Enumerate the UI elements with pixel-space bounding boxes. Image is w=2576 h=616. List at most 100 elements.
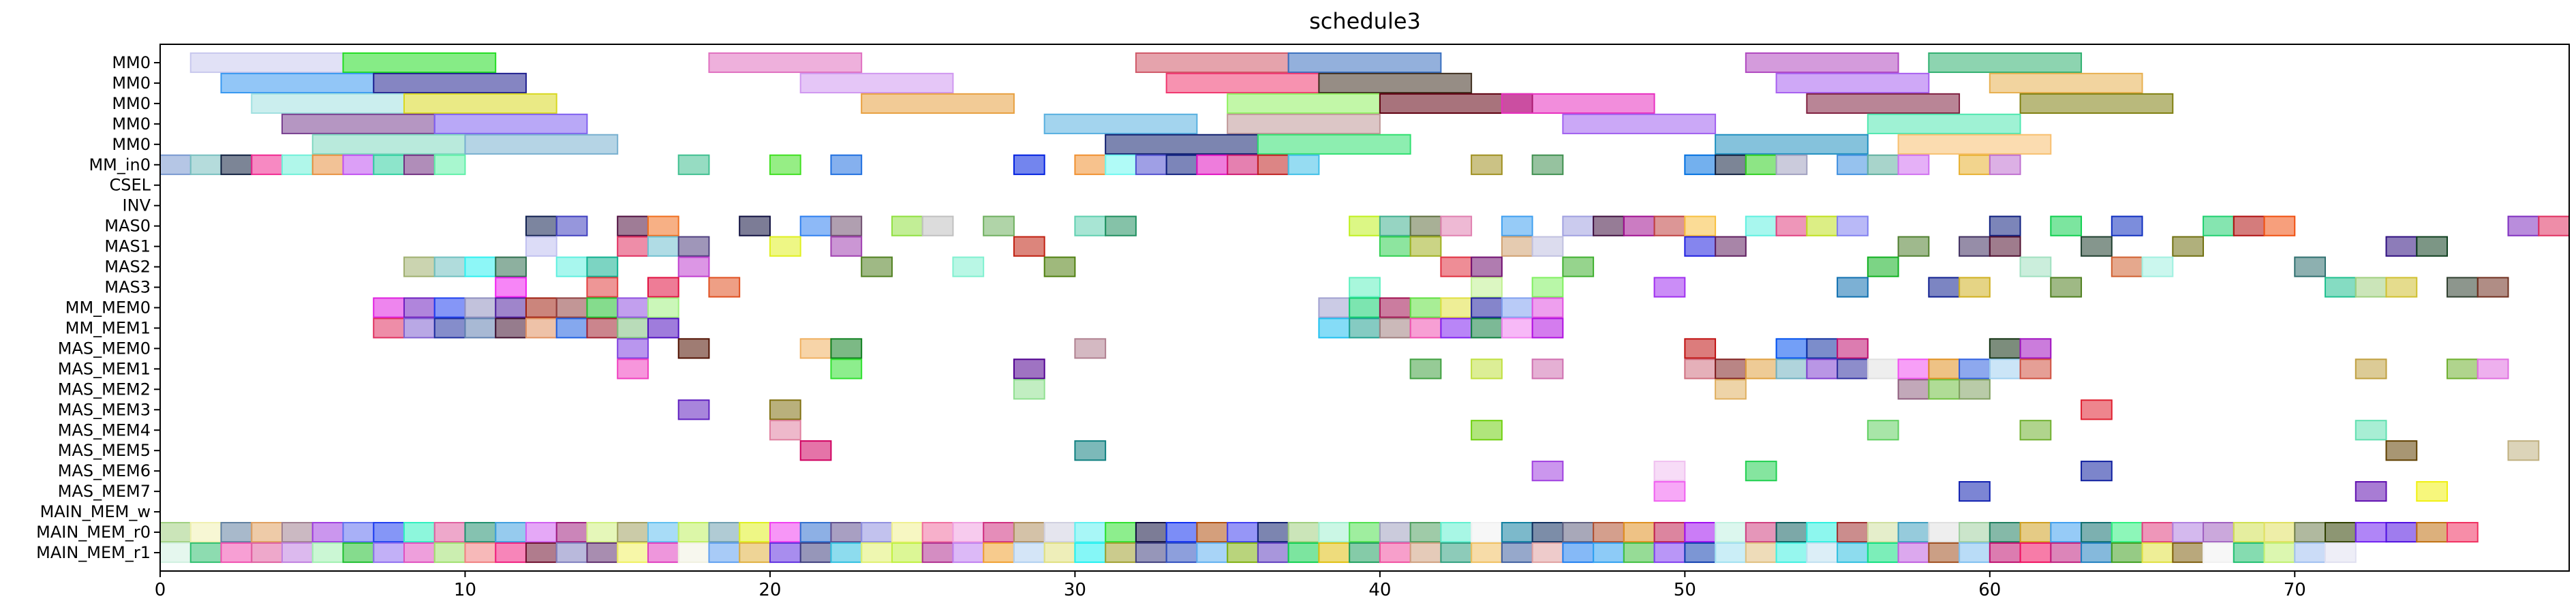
gantt-bar bbox=[1897, 154, 1930, 175]
gantt-bar bbox=[1074, 154, 1107, 175]
gantt-bar bbox=[1989, 236, 2021, 257]
gantt-bar bbox=[677, 542, 710, 564]
gantt-bar bbox=[2050, 277, 2083, 298]
gantt-bar bbox=[433, 542, 466, 564]
gantt-bar bbox=[1928, 277, 1961, 298]
gantt-bar bbox=[555, 542, 588, 564]
gantt-bar bbox=[1989, 542, 2021, 564]
gantt-bar bbox=[464, 542, 497, 564]
gantt-bar bbox=[281, 154, 313, 175]
gantt-bar bbox=[251, 154, 283, 175]
gantt-bar bbox=[1715, 236, 1747, 257]
gantt-bar bbox=[2019, 542, 2052, 564]
y-tick-label: MM0 bbox=[112, 53, 151, 72]
gantt-bar bbox=[1074, 521, 1107, 543]
gantt-bar bbox=[1745, 215, 1777, 236]
x-tick-label: 60 bbox=[1978, 580, 2001, 600]
y-tick-label: MAIN_MEM_r1 bbox=[36, 543, 151, 562]
gantt-bar bbox=[2081, 236, 2113, 257]
gantt-bar bbox=[1135, 52, 1289, 74]
gantt-bar bbox=[281, 113, 435, 134]
gantt-bar bbox=[1837, 215, 1869, 236]
gantt-bar bbox=[677, 256, 710, 277]
gantt-bar bbox=[1837, 277, 1869, 298]
gantt-bar bbox=[2081, 521, 2113, 543]
gantt-bar bbox=[1501, 542, 1533, 564]
gantt-bar bbox=[1928, 542, 1961, 564]
gantt-bar bbox=[2111, 256, 2143, 277]
gantt-bar bbox=[769, 236, 801, 257]
gantt-bar bbox=[220, 521, 253, 543]
gantt-bar bbox=[1684, 215, 1717, 236]
gantt-bar bbox=[1623, 215, 1655, 236]
y-tick-label: MAS3 bbox=[104, 278, 151, 297]
gantt-bar bbox=[617, 236, 649, 257]
bars-layer bbox=[159, 52, 2571, 564]
gantt-bar bbox=[373, 542, 405, 564]
y-tick-label: MM0 bbox=[112, 94, 151, 113]
gantt-bar bbox=[1531, 297, 1564, 318]
gantt-bar bbox=[2050, 215, 2083, 236]
gantt-bar bbox=[1775, 521, 1808, 543]
gantt-bar bbox=[525, 521, 557, 543]
gantt-bar bbox=[2050, 542, 2083, 564]
gantt-bar bbox=[830, 215, 863, 236]
gantt-bar bbox=[1653, 461, 1686, 482]
gantt-bar bbox=[647, 318, 679, 339]
gantt-bar bbox=[403, 297, 435, 318]
gantt-bar bbox=[1409, 236, 1442, 257]
gantt-bar bbox=[189, 52, 344, 74]
gantt-bar bbox=[311, 134, 466, 155]
gantt-bar bbox=[647, 542, 679, 564]
gantt-bar bbox=[921, 521, 954, 543]
gantt-bar bbox=[1471, 318, 1503, 339]
gantt-bar bbox=[1806, 521, 1839, 543]
y-tick-label: MAS_MEM1 bbox=[58, 359, 151, 378]
gantt-bar bbox=[1837, 521, 1869, 543]
gantt-bar bbox=[1867, 420, 1899, 441]
gantt-bar bbox=[1775, 72, 1930, 94]
gantt-bar bbox=[159, 521, 191, 543]
y-tick-label: INV bbox=[123, 196, 151, 215]
gantt-bar bbox=[189, 542, 222, 564]
gantt-bar bbox=[2263, 521, 2296, 543]
gantt-bar bbox=[2416, 481, 2449, 502]
gantt-bar bbox=[1867, 256, 1899, 277]
gantt-bar bbox=[495, 256, 527, 277]
y-tick-label: MAS_MEM2 bbox=[58, 380, 151, 399]
gantt-bar bbox=[861, 542, 893, 564]
gantt-bar bbox=[1409, 215, 1442, 236]
gantt-bar bbox=[799, 72, 954, 94]
gantt-bar bbox=[2538, 215, 2571, 236]
gantt-bar bbox=[2203, 542, 2235, 564]
gantt-bar bbox=[1043, 542, 1076, 564]
gantt-bar bbox=[2416, 521, 2449, 543]
gantt-bar bbox=[1379, 318, 1411, 339]
gantt-bar bbox=[1440, 318, 1473, 339]
x-tick-label: 10 bbox=[454, 580, 476, 600]
y-tick-label: MAS_MEM0 bbox=[58, 339, 151, 358]
gantt-bar bbox=[617, 297, 649, 318]
gantt-bar bbox=[830, 338, 863, 359]
gantt-bar bbox=[1531, 521, 1564, 543]
gantt-bar bbox=[1653, 481, 1686, 502]
gantt-bar bbox=[1501, 521, 1533, 543]
gantt-bar bbox=[1471, 297, 1503, 318]
gantt-bar bbox=[1287, 542, 1320, 564]
gantt-bar bbox=[1745, 154, 1777, 175]
gantt-bar bbox=[1897, 358, 1930, 380]
gantt-bar bbox=[220, 542, 253, 564]
gantt-bar bbox=[433, 318, 466, 339]
gantt-bar bbox=[2447, 277, 2479, 298]
gantt-bar bbox=[1135, 542, 1167, 564]
y-tick-label: MAS_MEM4 bbox=[58, 420, 151, 440]
gantt-bar bbox=[1623, 542, 1655, 564]
gantt-bar bbox=[1471, 277, 1503, 298]
gantt-bar bbox=[1196, 542, 1229, 564]
gantt-bar bbox=[1775, 358, 1808, 380]
gantt-bar bbox=[2172, 521, 2205, 543]
gantt-bar bbox=[1318, 72, 1473, 94]
gantt-bar bbox=[2355, 358, 2387, 380]
gantt-bar bbox=[464, 297, 497, 318]
gantt-bar bbox=[1013, 154, 1045, 175]
